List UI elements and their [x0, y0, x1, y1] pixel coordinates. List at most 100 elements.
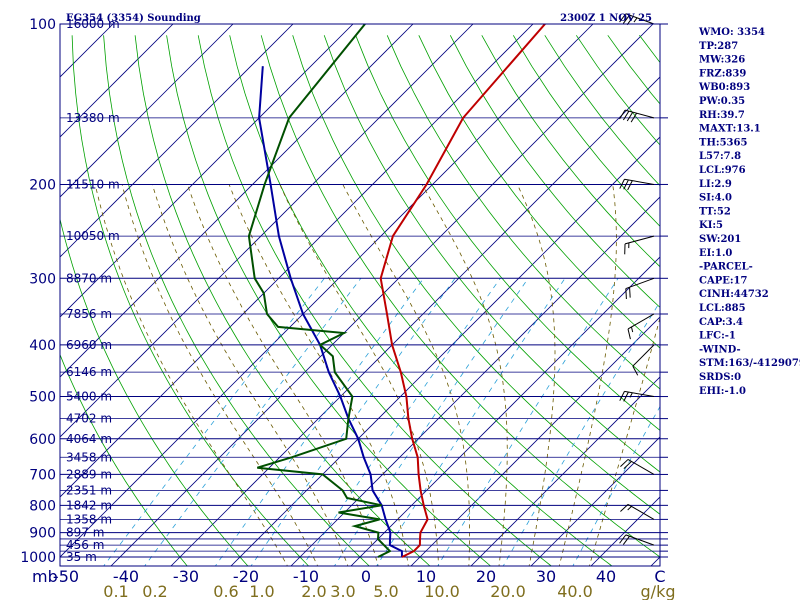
dry-adiabat [60, 217, 249, 566]
height-label: 1358 m [66, 512, 112, 526]
wind-barb [620, 459, 655, 475]
temperature-tick-label: 10 [416, 567, 436, 586]
temperature-tick-label: 30 [536, 567, 556, 586]
index-line: SW:201 [699, 234, 741, 245]
index-line: CAPE:17 [699, 275, 748, 286]
index-line: TT:52 [699, 206, 731, 217]
index-line: KI:5 [699, 220, 723, 231]
height-label: 4702 m [66, 412, 112, 426]
index-line: TP:287 [699, 41, 738, 52]
index-line: L57:7.8 [699, 151, 741, 162]
moist-adiabat [517, 184, 556, 566]
mixing-ratio-tick-label: 0.6 [213, 582, 238, 600]
height-label: 6960 m [66, 338, 112, 352]
index-line: FRZ:839 [699, 68, 746, 79]
height-label: 6146 m [66, 365, 112, 379]
wind-barb [619, 390, 655, 402]
isotherm-line [60, 24, 414, 378]
wind-barb-feather [623, 391, 629, 402]
index-line: MAXT:13.1 [699, 124, 761, 135]
wind-barb-feather [626, 111, 634, 122]
pressure-tick-label: 500 [29, 390, 56, 406]
pressure-tick-label: 1000 [20, 550, 56, 566]
dry-adiabat [449, 35, 660, 308]
index-line: MW:326 [699, 55, 745, 66]
temperature-tick-label: -50 [53, 567, 79, 586]
isotherm-line [110, 24, 654, 566]
dry-adiabat [229, 35, 613, 566]
wind-barb [619, 109, 655, 123]
height-label: 16000 m [66, 17, 120, 31]
mixing-ratio-tick-label: 3.0 [330, 582, 355, 600]
wind-barb-staff [625, 534, 655, 546]
temperature-tick-label: -10 [293, 567, 319, 586]
plot-frame [59, 23, 661, 567]
dry-adiabat [418, 35, 660, 349]
mixing-ratio-line [103, 278, 325, 566]
index-line: WB0:893 [698, 82, 750, 93]
height-label: 897 m [66, 526, 104, 540]
height-label: 35 m [66, 550, 97, 564]
pressure-tick-labels: 100 200 300 400 500 600 700 800 900 1000 [20, 17, 56, 566]
moist-adiabat [279, 184, 439, 566]
height-label: 456 m [66, 538, 104, 552]
index-line: RH:39.7 [699, 110, 745, 121]
height-label: 10050 m [66, 229, 120, 243]
wind-barb [619, 178, 655, 191]
dry-adiabat [292, 35, 660, 515]
isotherm-line [530, 436, 660, 566]
pressure-tick-label: 400 [29, 338, 56, 354]
index-line: CAP:3.4 [699, 317, 743, 328]
index-line: PW:0.35 [699, 96, 745, 107]
wind-barb-feather [619, 534, 627, 544]
height-label: 2351 m [66, 483, 112, 497]
dry-adiabat [386, 35, 660, 390]
wind-barb-feather [632, 365, 639, 376]
index-line: WMO: 3354 [698, 27, 765, 38]
height-label: 1842 m [66, 498, 112, 512]
pressure-tick-label: 900 [29, 526, 56, 542]
wind-barb-half-feather [629, 392, 633, 398]
wind-barb-feather [625, 288, 627, 300]
index-line: EI:1.0 [699, 248, 732, 259]
height-label: 4064 m [66, 432, 112, 446]
wind-barb-staff [627, 459, 655, 475]
mixing-ratio-tick-label: 5.0 [373, 582, 398, 600]
wind-barb-half-feather [633, 17, 638, 23]
temperature-tick-label: 40 [596, 567, 616, 586]
height-label: 7856 m [66, 307, 112, 321]
moist-adiabat [342, 184, 470, 566]
temperature-tick-label: C [654, 567, 665, 586]
height-labels: 16000 m 13380 m 11510 m 10050 m 8870 m 7856 m… [66, 17, 120, 564]
mixing-ratio-line [333, 278, 529, 566]
wind-barb-half-feather [630, 326, 634, 333]
pressure-tick-label: 700 [29, 467, 56, 483]
index-line: SI:4.0 [699, 193, 732, 204]
isotherm-line [60, 24, 174, 138]
moist-adiabat [152, 184, 349, 566]
moist-adiabat [228, 184, 409, 566]
sounding-curves [247, 24, 546, 558]
index-line: EHI:-1.0 [699, 386, 746, 397]
dry-adiabat [103, 35, 370, 566]
pressure-unit-label: mb [32, 567, 58, 586]
wind-barb-staff [624, 178, 655, 185]
dry-adiabat [197, 35, 552, 566]
temperature-tick-label: -40 [113, 567, 139, 586]
wind-barb-staff [624, 390, 655, 398]
isotherm-line [60, 24, 474, 438]
index-line: CINH:44732 [699, 289, 769, 300]
mixing-ratio-tick-label: 20.0 [490, 582, 526, 600]
pressure-tick-label: 200 [29, 177, 56, 193]
mixing-ratio-tick-label: 10.0 [424, 582, 460, 600]
dry-adiabat [355, 35, 660, 431]
pressure-tick-label: 300 [29, 271, 56, 287]
index-line: -PARCEL- [699, 262, 753, 273]
height-label: 8870 m [66, 271, 112, 285]
wind-barb-feather [619, 13, 627, 23]
dry-adiabat [166, 35, 492, 566]
dry-adiabat [260, 35, 660, 558]
wind-barb-feather [626, 16, 634, 26]
index-line: LFC:-1 [699, 331, 736, 342]
wind-barb [625, 277, 655, 300]
